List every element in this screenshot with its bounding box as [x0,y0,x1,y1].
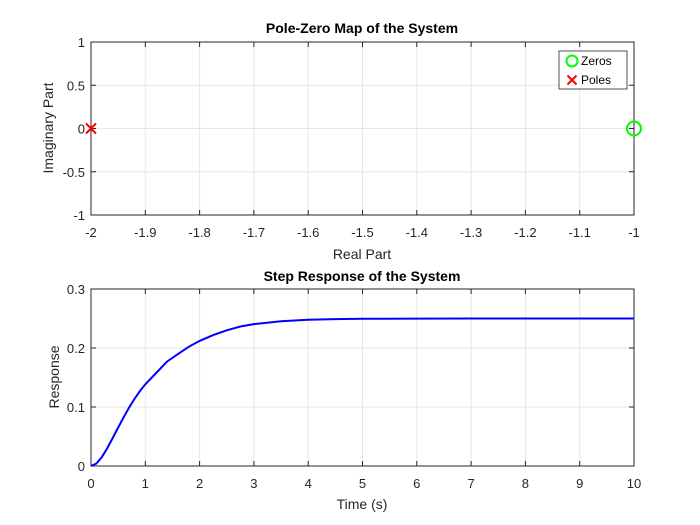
pole-zero-x-tick-label: -1.9 [134,225,156,240]
step-response-tick-labels: 0 1 2 3 4 5 6 7 8 9 10 0 0.1 0.2 0.3 [67,282,641,491]
step-response-y-tick-label: 0 [78,459,85,474]
step-response-x-tick-label: 10 [627,476,641,491]
pole-zero-y-tick-label: -0.5 [63,165,85,180]
step-response-x-tick-label: 7 [467,476,474,491]
step-response-x-tick-label: 4 [305,476,312,491]
pole-zero-x-axis-label: Real Part [333,246,391,262]
pole-marker [85,122,97,135]
pole-zero-x-tick-label: -2 [85,225,97,240]
pole-zero-x-tick-label: -1.8 [188,225,210,240]
pole-zero-x-tick-label: -1.7 [243,225,265,240]
step-response-y-tick-label: 0.3 [67,282,85,297]
pole-zero-legend: Zeros Poles [558,50,628,90]
step-response-x-tick-label: 2 [196,476,203,491]
step-response-y-tick-label: 0.1 [67,400,85,415]
pole-zero-y-axis-label: Imaginary Part [40,82,56,173]
pole-zero-markers [85,120,642,137]
legend-box [558,50,628,90]
step-response-x-tick-label: 8 [522,476,529,491]
step-response-x-axis-label: Time (s) [337,496,388,512]
pole-zero-y-tick-label: 1 [78,35,85,50]
pole-zero-x-tick-label: -1.3 [460,225,482,240]
pole-zero-y-tick-label: -1 [73,208,85,223]
legend-poles-label: Poles [581,73,611,87]
zero-marker [626,120,642,137]
step-response-x-tick-label: 0 [87,476,94,491]
step-response-x-tick-label: 5 [359,476,366,491]
step-response-x-tick-label: 9 [576,476,583,491]
step-response-y-tick-label: 0.2 [67,341,85,356]
step-response-title: Step Response of the System [264,268,461,284]
pole-zero-x-tick-label: -1 [628,225,640,240]
pole-zero-x-tick-label: -1.2 [514,225,536,240]
step-response-x-tick-label: 6 [413,476,420,491]
step-response-x-tick-label: 3 [250,476,257,491]
pole-zero-map-chart: Pole-Zero Map of the System -2 -1.9 -1.8 -1… [40,20,642,262]
step-response-y-axis-label: Response [46,345,62,408]
pole-zero-y-tick-label: 0 [78,122,85,137]
legend-zero-circle-icon [565,54,579,68]
step-response-x-tick-label: 1 [142,476,149,491]
step-response-series-line [90,317,634,467]
pole-zero-x-tick-label: -1.5 [351,225,373,240]
step-response-axes-box [90,288,635,467]
pole-zero-map-title: Pole-Zero Map of the System [266,20,458,36]
pole-zero-x-tick-label: -1.1 [568,225,590,240]
pole-zero-x-tick-label: -1.6 [297,225,319,240]
pole-zero-y-tick-label: 0.5 [67,78,85,93]
pole-zero-tick-labels: -2 -1.9 -1.8 -1.7 -1.6 -1.5 -1.4 -1.3 -1.2 -1.1 -1… [63,35,640,240]
pole-zero-x-tick-label: -1.4 [406,225,428,240]
step-response-chart: Step Response of the System 0 1 2 3 4 5 6 7 8 9 10… [46,268,641,512]
legend-zeros-label: Zeros [581,54,612,68]
legend-pole-x-icon [566,74,578,86]
